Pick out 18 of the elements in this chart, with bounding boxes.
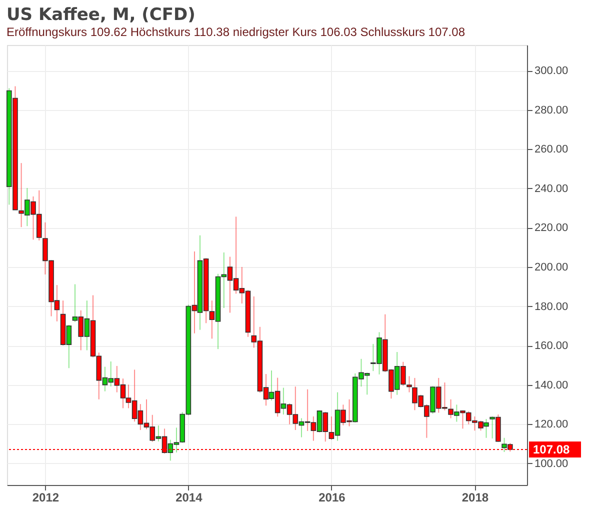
- x-tick-label: 2016: [318, 490, 346, 504]
- y-tick-label: 300.00: [534, 65, 568, 78]
- y-tick-label: 160.00: [534, 340, 568, 352]
- x-tick-label: 2018: [462, 490, 489, 504]
- y-tick-label: 120.00: [534, 418, 568, 431]
- ref-line-label: 107.08: [533, 442, 570, 456]
- chart-subtitle: Eröffnungskurs 109.62 Höchstkurs 110.38 niedrigster Kurs 106.03 Schlusskurs 107.08: [6, 25, 466, 39]
- y-tick-label: 100.00: [534, 458, 568, 470]
- x-tick-label: 2012: [32, 490, 60, 504]
- x-tick-label: 2014: [176, 490, 203, 504]
- y-tick-label: 260.00: [534, 144, 568, 156]
- y-tick-label: 140.00: [534, 379, 568, 392]
- y-tick-label: 280.00: [534, 104, 568, 116]
- y-tick-label: 240.00: [534, 182, 568, 195]
- y-tick-label: 180.00: [534, 300, 568, 313]
- y-tick-label: 220.00: [534, 222, 568, 234]
- chart-title: US Kaffee, M, (CFD): [6, 5, 196, 25]
- y-tick-label: 200.00: [534, 261, 568, 274]
